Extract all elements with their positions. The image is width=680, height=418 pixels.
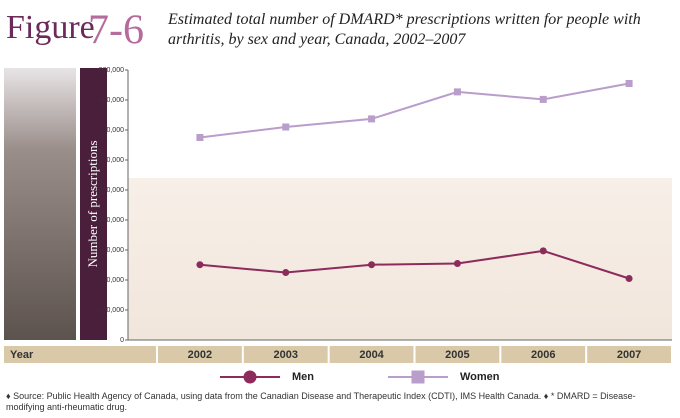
plot-shade [128, 178, 672, 340]
y-tick-label: 200,000 [99, 277, 124, 284]
year-cell [415, 346, 500, 363]
y-tick-label: 700,000 [99, 127, 124, 134]
marker [282, 269, 290, 276]
year-cell [329, 346, 414, 363]
photo [4, 68, 76, 340]
y-tick-label: 600,000 [99, 157, 124, 164]
y-tick-label: 900,000 [99, 67, 124, 74]
marker [453, 88, 461, 96]
x-tick-label: 2006 [531, 349, 555, 361]
y-tick-label: 100,000 [99, 307, 124, 314]
marker [368, 261, 376, 269]
y-tick-label: 0 [120, 337, 124, 344]
marker [539, 95, 547, 103]
legend-label: Women [460, 371, 500, 383]
y-label-band [80, 68, 107, 340]
x-tick-label: 2002 [188, 349, 212, 361]
marker [368, 115, 376, 123]
marker [243, 370, 257, 384]
chart-title: Estimated total number of DMARD* prescri… [167, 11, 641, 48]
x-tick-label: 2004 [359, 349, 384, 361]
legend-label: Men [292, 371, 314, 383]
footnote: ♦ Source: Public Health Agency of Canada… [6, 391, 636, 412]
y-tick-label: 800,000 [99, 97, 124, 104]
x-axis-label: Year [10, 349, 34, 361]
marker [625, 275, 633, 282]
year-header [4, 346, 156, 363]
year-cell [158, 346, 242, 363]
year-cell [243, 346, 328, 363]
year-cell [501, 346, 586, 363]
y-tick-label: 400,000 [99, 217, 124, 224]
figure-number: 7-6 [88, 8, 144, 54]
year-cell [587, 346, 671, 363]
figure-label: Figure [6, 9, 95, 46]
y-tick-label: 500,000 [99, 187, 124, 194]
marker [625, 80, 633, 87]
x-tick-label: 2005 [445, 349, 469, 361]
x-tick-label: 2007 [617, 349, 641, 361]
series-line [199, 249, 630, 280]
y-tick-label: 300,000 [99, 247, 124, 254]
marker [453, 260, 461, 267]
series-line [199, 82, 630, 139]
y-axis-label: Number of prescriptions [85, 140, 100, 267]
marker [539, 247, 547, 255]
marker [196, 134, 204, 141]
marker [196, 261, 204, 269]
marker [411, 370, 425, 384]
marker [282, 123, 290, 131]
x-tick-label: 2003 [274, 349, 298, 361]
